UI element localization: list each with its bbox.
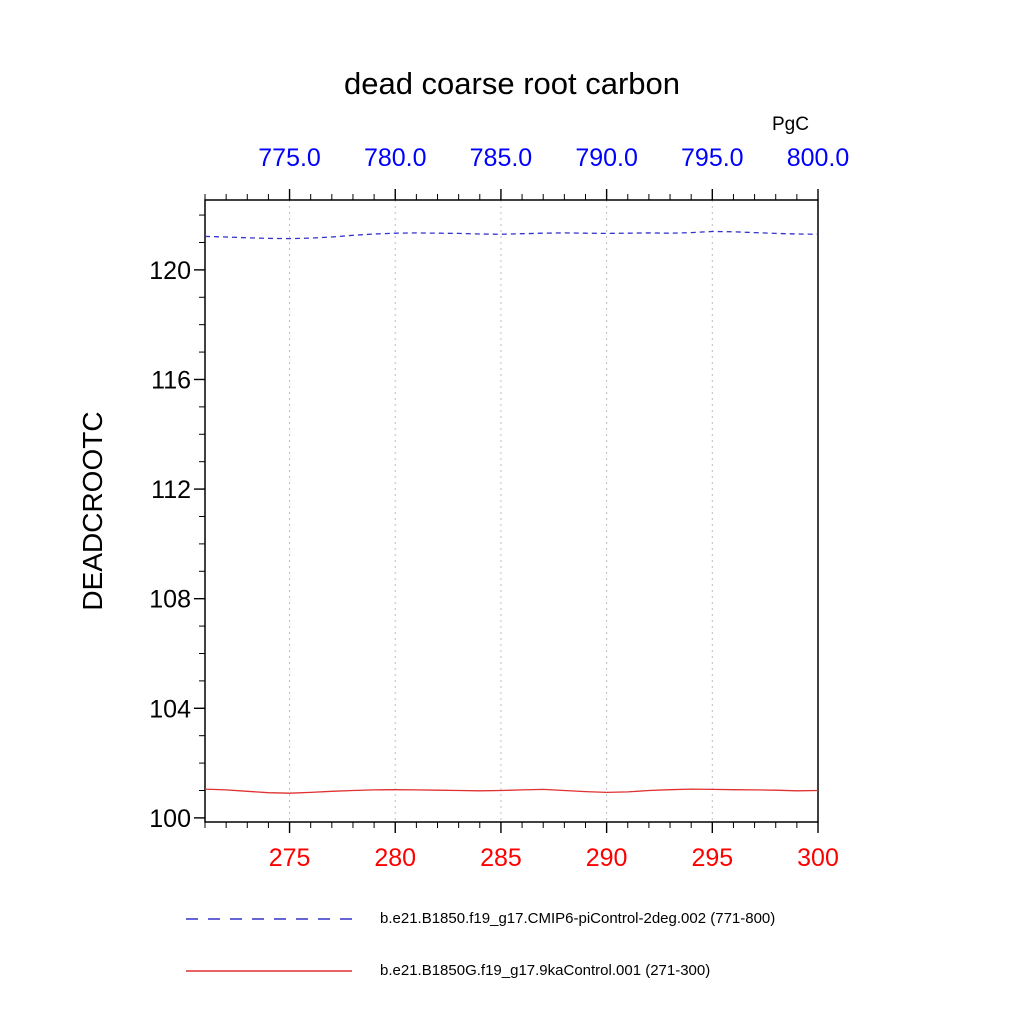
series-line-dashed bbox=[204, 230, 819, 240]
legend-item-picontrol: b.e21.B1850.f19_g17.CMIP6-piControl-2deg… bbox=[184, 910, 775, 927]
y-tick-label: 104 bbox=[149, 695, 191, 723]
top-axis-unit-label: PgC bbox=[772, 114, 809, 135]
legend-label-picontrol: b.e21.B1850.f19_g17.CMIP6-piControl-2deg… bbox=[380, 910, 776, 927]
x-bottom-tick-label: 295 bbox=[691, 844, 733, 872]
x-bottom-tick-label: 275 bbox=[269, 844, 311, 872]
y-tick-label: 112 bbox=[151, 476, 191, 504]
x-bottom-tick-label: 300 bbox=[797, 844, 839, 872]
x-bottom-tick-label: 280 bbox=[374, 844, 416, 872]
x-top-tick-label: 785.0 bbox=[470, 144, 533, 172]
x-top-tick-label: 790.0 bbox=[575, 144, 638, 172]
plot-frame bbox=[204, 199, 819, 823]
legend-solid-line-icon bbox=[186, 969, 352, 972]
legend-item-9kacontrol: b.e21.B1850G.f19_g17.9kaControl.001 (271… bbox=[184, 962, 710, 979]
chart-title: dead coarse root carbon bbox=[343, 66, 681, 101]
x-top-tick-label: 780.0 bbox=[364, 144, 427, 172]
x-bottom-tick-label: 285 bbox=[480, 844, 522, 872]
y-tick-label: 100 bbox=[149, 805, 191, 833]
x-top-tick-label: 775.0 bbox=[258, 144, 321, 172]
y-tick-label: 116 bbox=[151, 366, 191, 394]
legend-label-9kacontrol: b.e21.B1850G.f19_g17.9kaControl.001 (271… bbox=[380, 962, 711, 979]
legend-dashed-line-icon bbox=[186, 917, 352, 920]
x-top-tick-label: 795.0 bbox=[681, 144, 744, 172]
y-tick-label: 108 bbox=[149, 586, 191, 614]
x-bottom-tick-label: 290 bbox=[586, 844, 628, 872]
series-line-solid bbox=[204, 788, 819, 794]
x-top-tick-label: 800.0 bbox=[787, 144, 850, 172]
y-tick-label: 120 bbox=[149, 257, 191, 285]
